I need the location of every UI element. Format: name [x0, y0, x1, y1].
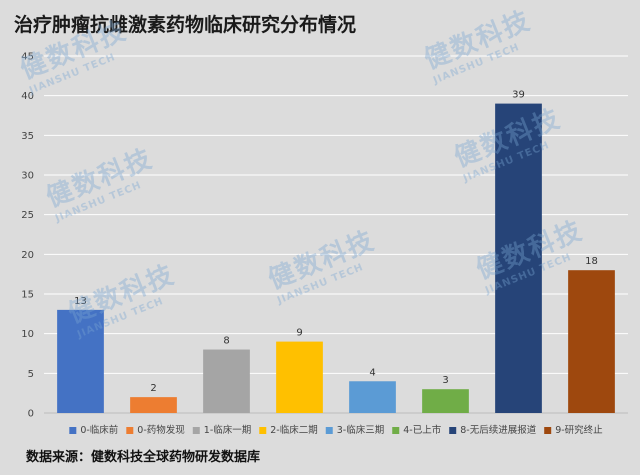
bar [495, 103, 542, 413]
data-label: 3 [442, 375, 448, 386]
legend-swatch [192, 427, 200, 434]
legend-label: 1-临床一期 [204, 424, 251, 436]
y-tick-label: 35 [21, 131, 34, 142]
legend-label: 9-研究终止 [555, 424, 603, 436]
data-label: 4 [369, 367, 375, 378]
data-label: 13 [74, 296, 87, 307]
legend-label: 2-临床二期 [270, 424, 317, 436]
legend-label: 4-已上市 [403, 424, 441, 436]
legend-label: 3-临床三期 [337, 424, 384, 436]
y-tick-label: 20 [21, 250, 34, 261]
legend-item: 0-药物发现 [126, 424, 185, 436]
y-axis-ticks: 0 5 10 15 20 25 30 35 40 45 [21, 52, 34, 420]
y-tick-label: 15 [21, 290, 34, 301]
data-label: 8 [223, 336, 229, 347]
data-label: 18 [585, 256, 598, 267]
y-tick-label: 25 [21, 210, 34, 221]
data-label: 2 [150, 383, 156, 394]
y-tick-label: 40 [21, 91, 34, 102]
data-labels: 13 2 8 9 4 3 39 18 [74, 90, 598, 395]
data-label: 39 [512, 90, 525, 101]
bars [57, 103, 615, 413]
legend-item: 1-临床一期 [192, 424, 251, 436]
bar [276, 341, 323, 413]
legend-label: 8-无后续进展报道 [460, 424, 536, 436]
bar [130, 397, 177, 413]
legend-swatch [325, 427, 333, 434]
legend-item: 4-已上市 [392, 424, 442, 436]
legend-item: 2-临床二期 [259, 424, 318, 436]
y-tick-label: 0 [28, 409, 34, 420]
legend-swatch [392, 427, 400, 434]
legend-swatch [449, 427, 457, 434]
legend-item: 3-临床三期 [325, 424, 384, 436]
data-label: 9 [296, 328, 302, 339]
data-source-note: 数据来源：健数科技全球药物研发数据库 [26, 450, 261, 465]
bar [203, 349, 250, 413]
legend-swatch [126, 427, 134, 434]
y-tick-label: 30 [21, 171, 34, 182]
y-tick-label: 45 [21, 52, 34, 63]
legend-swatch [544, 427, 552, 434]
chart-title: 治疗肿瘤抗雌激素药物临床研究分布情况 [14, 14, 357, 36]
legend: 0-临床前 0-药物发现 1-临床一期 2-临床二期 3-临床三期 4-已上市 8-无后续进… [69, 424, 603, 436]
y-tick-label: 5 [28, 369, 34, 380]
bar [349, 381, 396, 413]
y-tick-label: 10 [21, 329, 34, 340]
legend-label: 0-药物发现 [137, 424, 185, 436]
bar [422, 389, 469, 413]
bar [568, 270, 615, 413]
legend-item: 8-无后续进展报道 [449, 424, 537, 436]
legend-item: 0-临床前 [69, 424, 118, 436]
legend-label: 0-临床前 [80, 424, 118, 436]
legend-swatch [259, 427, 267, 434]
legend-item: 9-研究终止 [544, 424, 603, 436]
legend-swatch [69, 427, 77, 434]
bar [57, 309, 104, 413]
